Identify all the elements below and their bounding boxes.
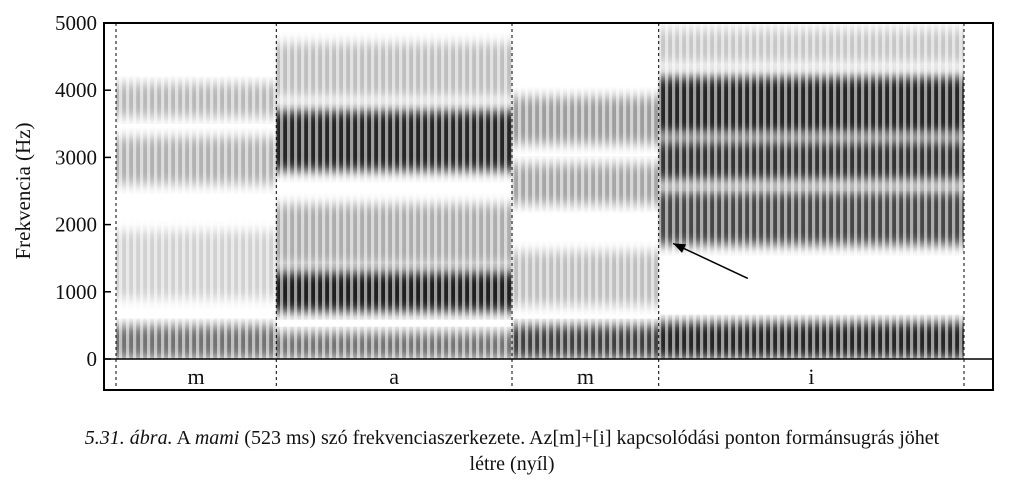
caption-word: mami xyxy=(194,427,240,449)
formant-jump-arrow xyxy=(672,242,749,280)
y-tick-label: 0 xyxy=(87,347,98,371)
y-tick-label: 3000 xyxy=(55,145,97,169)
figure-caption: 5.31. ábra. A mami (523 ms) szó frekvenc… xyxy=(0,425,1024,477)
caption-line-2: létre (nyíl) xyxy=(469,453,555,475)
segment-label: i xyxy=(808,364,814,389)
arrow-head xyxy=(673,243,687,253)
y-tick-label: 2000 xyxy=(55,213,97,237)
y-tick-label: 5000 xyxy=(55,11,97,35)
y-tick-label: 4000 xyxy=(55,78,97,102)
pitch-striations xyxy=(116,23,964,359)
segment-label: m xyxy=(577,364,594,389)
y-axis-title: Frekvencia (Hz) xyxy=(11,122,35,259)
segment-label: a xyxy=(389,364,399,389)
arrow-shaft xyxy=(672,242,749,280)
y-tick-label: 1000 xyxy=(55,280,97,304)
y-axis: 0 1000 2000 3000 4000 5000 xyxy=(55,11,111,371)
caption-label: 5.31. ábra. xyxy=(84,427,173,449)
spectrogram-figure: 0 1000 2000 3000 4000 5000 m a m i Frekvencia (H… xyxy=(11,11,994,391)
segment-label: m xyxy=(188,364,205,389)
caption-line-1: 5.31. ábra. A mami (523 ms) szó frekvenc… xyxy=(0,425,1024,451)
segment-boundaries xyxy=(115,23,965,390)
caption-text-b: (523 ms) szó frekvenciaszerkezete. Az[m]… xyxy=(239,427,940,449)
caption-text-a: A xyxy=(172,427,195,449)
plot-frame xyxy=(103,22,994,391)
